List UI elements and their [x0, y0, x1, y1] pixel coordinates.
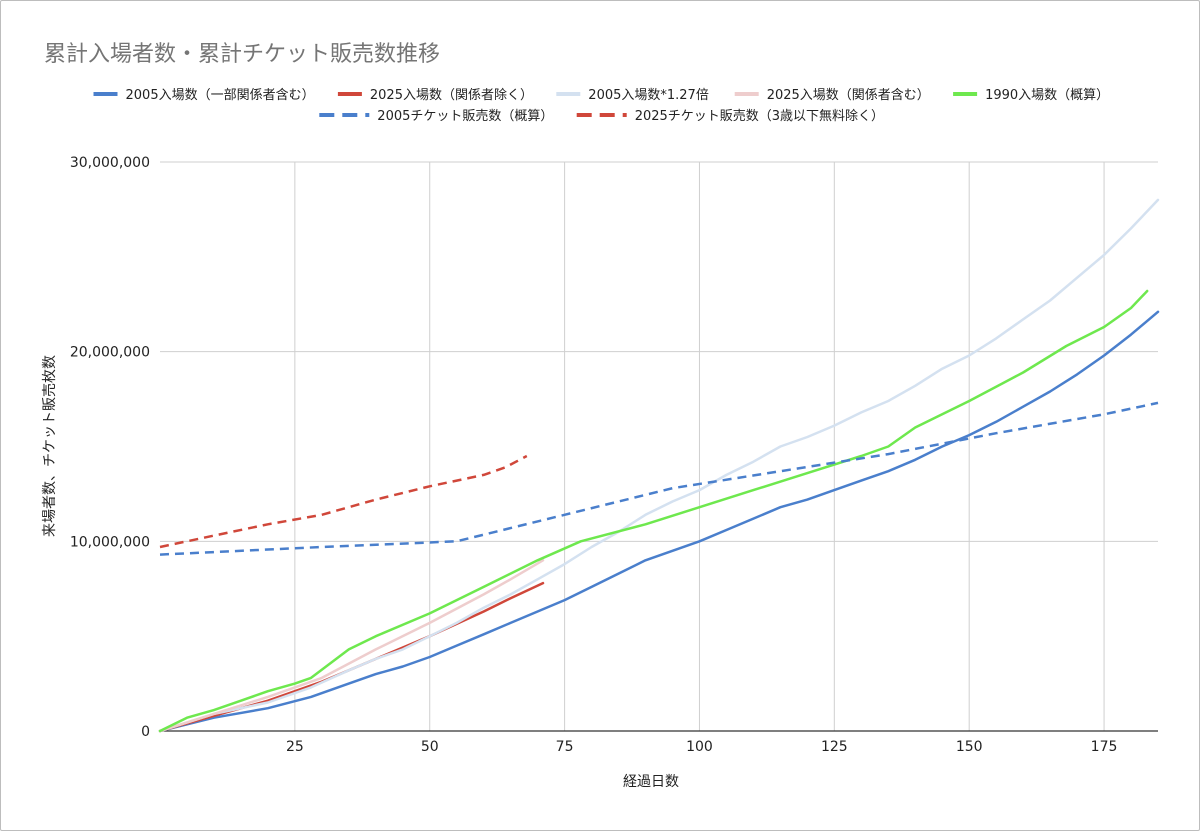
series-line-4	[158, 559, 545, 733]
series-line-7	[159, 454, 528, 549]
x-tick-label: 125	[821, 739, 848, 755]
series-line-6	[159, 401, 1159, 556]
chart-title: 累計入場者数・累計チケット販売数推移	[44, 42, 441, 67]
x-tick-label: 75	[556, 739, 574, 755]
x-tick-label: 25	[286, 739, 304, 755]
legend-item-2[interactable]: 2025入場数（関係者除く）	[337, 88, 533, 103]
x-tick-label: 150	[956, 739, 983, 755]
axes: 0 10,000,000 20,000,000 30,000,000 25 50 75 100…	[70, 155, 1158, 755]
legend: 2005入場数（一部関係者含む） 2025入場数（関係者除く） 2005入場数*1.…	[93, 87, 1109, 124]
legend-label: 2025入場数（関係者含む）	[767, 87, 930, 103]
series-lines	[158, 198, 1160, 733]
legend-item-1[interactable]: 2005入場数（一部関係者含む）	[93, 87, 315, 103]
y-tick-label: 0	[141, 724, 150, 740]
series-line-5	[158, 289, 1149, 733]
y-tick-label: 20,000,000	[70, 345, 150, 361]
legend-label: 2005入場数*1.27倍	[588, 88, 709, 103]
gridlines	[160, 161, 1158, 732]
legend-item-3[interactable]: 2005入場数*1.27倍	[556, 88, 709, 103]
x-tick-label: 50	[421, 739, 439, 755]
y-tick-label: 30,000,000	[70, 155, 150, 171]
x-tick-label: 100	[686, 739, 713, 755]
legend-item-7[interactable]: 2025チケット販売数（3歳以下無料除く）	[576, 108, 884, 124]
legend-item-6[interactable]: 2005チケット販売数（概算）	[319, 108, 553, 124]
x-tick-label: 175	[1091, 739, 1118, 755]
legend-label: 2025入場数（関係者除く）	[370, 88, 533, 103]
legend-label: 2005入場数（一部関係者含む）	[126, 87, 315, 103]
y-tick-label: 10,000,000	[70, 534, 150, 550]
legend-label: 2005チケット販売数（概算）	[377, 108, 553, 124]
series-line-3	[158, 198, 1160, 733]
legend-item-4[interactable]: 2025入場数（関係者含む）	[734, 87, 930, 103]
y-axis-label: 来場者数、チケット販売枚数	[42, 355, 58, 537]
series-line-1	[158, 310, 1160, 733]
legend-item-5[interactable]: 1990入場数（概算）	[953, 88, 1109, 103]
x-axis-label: 経過日数	[623, 774, 679, 790]
legend-label: 1990入場数（概算）	[985, 88, 1109, 103]
legend-label: 2025チケット販売数（3歳以下無料除く）	[635, 108, 884, 124]
